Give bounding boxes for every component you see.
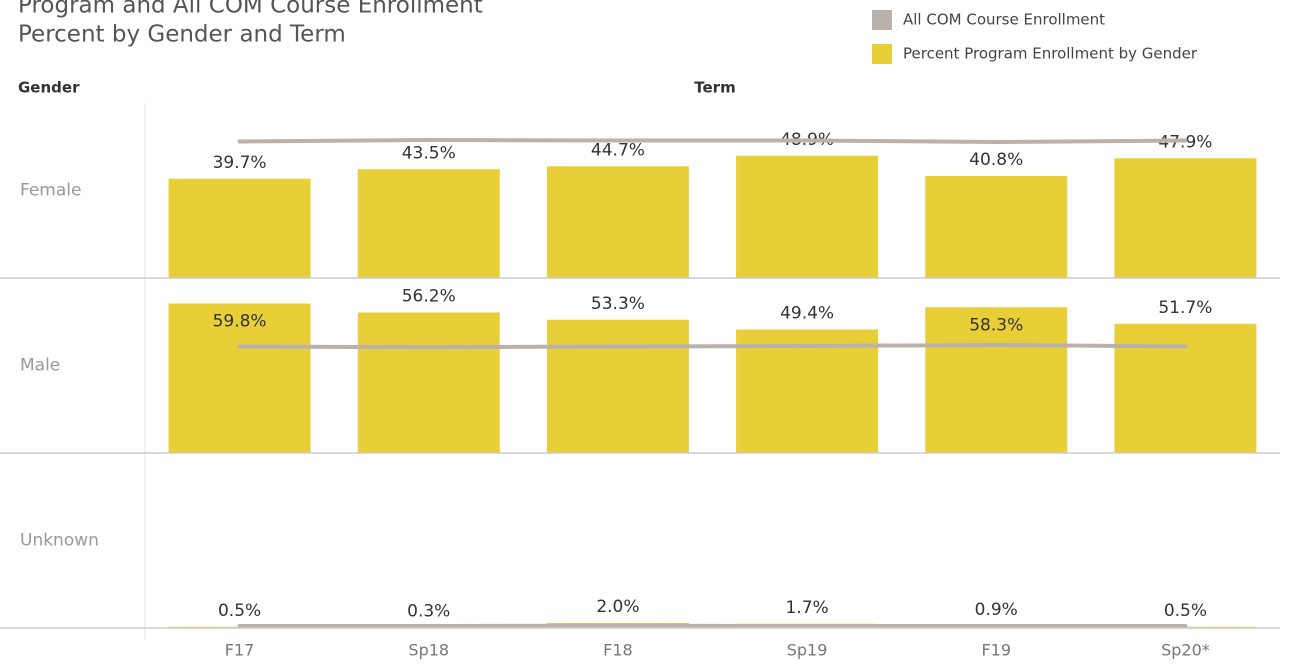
column-header: Term (694, 79, 735, 97)
bar (546, 166, 689, 278)
bar (168, 303, 311, 453)
bar (546, 319, 689, 453)
value-label: 2.0% (596, 597, 639, 617)
chart-subtitle: Percent by Gender and Term (18, 22, 346, 48)
legend-swatch (872, 10, 892, 30)
value-label: 58.3% (969, 315, 1023, 335)
x-tick-label: Sp20* (1161, 641, 1210, 660)
value-label: 0.5% (1164, 601, 1207, 621)
bar (925, 176, 1068, 278)
x-tick-label: F18 (603, 641, 633, 660)
value-label: 0.5% (218, 601, 261, 621)
value-label: 40.8% (969, 150, 1023, 170)
legend-label: All COM Course Enrollment (903, 11, 1105, 29)
bar (168, 178, 311, 278)
value-label: 39.7% (213, 153, 267, 173)
x-tick-label: F17 (225, 641, 255, 660)
row-label: Unknown (20, 531, 99, 551)
line (237, 137, 1188, 145)
value-label: 43.5% (402, 143, 456, 163)
bar (1114, 158, 1257, 278)
bar (925, 307, 1068, 453)
legend-swatch (872, 44, 892, 64)
bar (1114, 323, 1257, 453)
x-tick-label: F19 (981, 641, 1011, 660)
value-label: 1.7% (785, 598, 828, 618)
bar (357, 312, 500, 453)
value-label: 0.9% (975, 600, 1018, 620)
value-label: 53.3% (591, 294, 645, 314)
line (237, 342, 1188, 350)
value-label: 44.7% (591, 140, 645, 160)
bar (357, 169, 500, 278)
bar (736, 155, 879, 278)
row-label: Male (20, 356, 60, 376)
value-label: 59.8% (213, 312, 267, 332)
chart-title: Program and All COM Course Enrollment (18, 0, 483, 19)
value-label: 49.4% (780, 304, 834, 324)
x-tick-label: Sp19 (787, 641, 828, 660)
x-tick-label: Sp18 (408, 641, 449, 660)
value-label: 0.3% (407, 601, 450, 621)
value-label: 56.2% (402, 287, 456, 307)
row-header: Gender (18, 79, 80, 97)
value-label: 51.7% (1158, 298, 1212, 318)
legend-label: Percent Program Enrollment by Gender (903, 45, 1198, 63)
row-label: Female (20, 181, 81, 201)
bar (736, 329, 879, 453)
